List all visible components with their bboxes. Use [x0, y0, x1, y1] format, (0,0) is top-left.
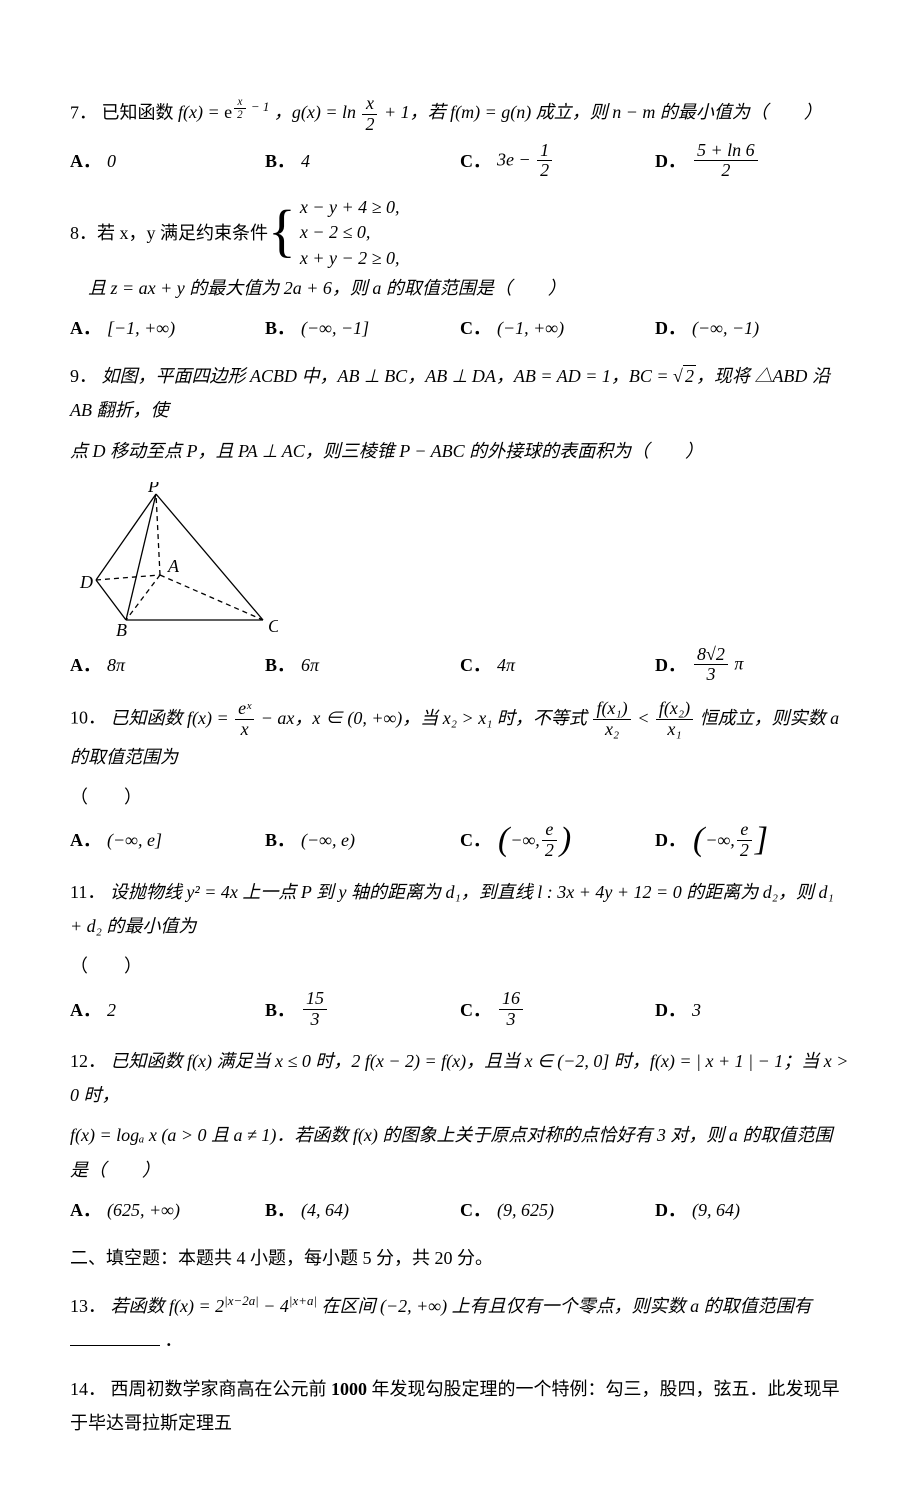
- q14-text: 西周初数学家商高在公元前 1000 年发现勾股定理的一个特例：勾三，股四，弦五．…: [70, 1379, 840, 1433]
- q9-text2: 点 D 移动至点 P，且 PA ⊥ AC，则三棱锥 P − ABC 的外接球的表…: [70, 434, 850, 468]
- q12-options: A．(625, +∞) B．(4, 64) C．(9, 625) D．(9, 6…: [70, 1193, 850, 1227]
- question-14: 14． 西周初数学家商高在公元前 1000 年发现勾股定理的一个特例：勾三，股四…: [70, 1372, 850, 1440]
- q13-blank[interactable]: [70, 1327, 160, 1346]
- q10-options: A．(−∞, e] B．(−∞, e) C． (−∞, e2) D． (−∞, …: [70, 820, 850, 861]
- svg-text:B: B: [116, 620, 127, 637]
- q9-options: A．8π B．6π C．4π D．8√23 π: [70, 645, 850, 686]
- q11-num: 11．: [70, 882, 105, 902]
- question-7: 7． 已知函数 f(x) = ex2 − 1 ，g(x) = ln x2 + 1…: [70, 94, 850, 181]
- question-13: 13． 若函数 f(x) = 2|x−2a| − 4|x+a| 在区间 (−2,…: [70, 1289, 850, 1357]
- q13-text: 若函数 f(x) = 2|x−2a| − 4|x+a| 在区间 (−2, +∞)…: [111, 1296, 812, 1316]
- q9-opt-a[interactable]: A．8π: [70, 645, 265, 686]
- q9-figure: D B A C P: [78, 482, 850, 637]
- exam-page: 7． 已知函数 f(x) = ex2 − 1 ，g(x) = ln x2 + 1…: [0, 0, 920, 1488]
- q13-tail: ．: [165, 1330, 183, 1350]
- q12-opt-d[interactable]: D．(9, 64): [655, 1193, 850, 1227]
- q7-gx: ，g(x) = ln x2 + 1，若 f(m) = g(n) 成立，则 n −…: [274, 102, 822, 122]
- q8-text-b: 且 z = ax + y 的最大值为 2a + 6，则 a 的取值范围是（ ）: [70, 271, 566, 305]
- svg-text:A: A: [167, 556, 180, 576]
- q7-num: 7．: [70, 102, 97, 122]
- q12-line2: f(x) = logₐ x (a > 0 且 a ≠ 1)．若函数 f(x) 的…: [70, 1118, 850, 1186]
- q10-opt-a[interactable]: A．(−∞, e]: [70, 820, 265, 861]
- q12-opt-c[interactable]: C．(9, 625): [460, 1193, 655, 1227]
- section-2-header: 二、填空题：本题共 4 小题，每小题 5 分，共 20 分。: [70, 1241, 850, 1275]
- q12-opt-b[interactable]: B．(4, 64): [265, 1193, 460, 1227]
- question-8: 8． 若 x，y 满足约束条件 { x − y + 4 ≥ 0, x − 2 ≤…: [70, 195, 850, 345]
- q8-opt-c[interactable]: C．(−1, +∞): [460, 311, 655, 345]
- q12-num: 12．: [70, 1051, 106, 1071]
- svg-text:D: D: [79, 572, 93, 592]
- q7-options: A．0 B．4 C．3e − 12 D．5 + ln 62: [70, 141, 850, 182]
- tetrahedron-diagram: D B A C P: [78, 482, 278, 637]
- q11-opt-d[interactable]: D．3: [655, 989, 850, 1030]
- q11-opt-a[interactable]: A．2: [70, 989, 265, 1030]
- question-9: 9． 如图，平面四边形 ACBD 中，AB ⊥ BC，AB ⊥ DA，AB = …: [70, 359, 850, 685]
- q9-opt-c[interactable]: C．4π: [460, 645, 655, 686]
- q8-opt-d[interactable]: D．(−∞, −1): [655, 311, 850, 345]
- q10-text: 已知函数 f(x) = eˣx − ax，x ∈ (0, +∞)，当 x₂ > …: [70, 708, 839, 767]
- q13-num: 13．: [70, 1296, 106, 1316]
- q9-opt-d[interactable]: D．8√23 π: [655, 645, 850, 686]
- q9-opt-b[interactable]: B．6π: [265, 645, 460, 686]
- q8-constraints: { x − y + 4 ≥ 0, x − 2 ≤ 0, x + y − 2 ≥ …: [268, 195, 400, 271]
- q12-opt-a[interactable]: A．(625, +∞): [70, 1193, 265, 1227]
- q11-options: A．2 B．153 C．163 D．3: [70, 989, 850, 1030]
- question-12: 12． 已知函数 f(x) 满足当 x ≤ 0 时，2 f(x − 2) = f…: [70, 1044, 850, 1227]
- q14-num: 14．: [70, 1379, 106, 1399]
- q7-fx: f(x) = ex2 − 1: [178, 102, 274, 122]
- q8-text-a: 若 x，y 满足约束条件: [97, 216, 268, 250]
- question-11: 11． 设抛物线 y² = 4x 上一点 P 到 y 轴的距离为 d₁，到直线 …: [70, 875, 850, 1030]
- q7-opt-b[interactable]: B．4: [265, 141, 460, 182]
- q10-opt-b[interactable]: B．(−∞, e): [265, 820, 460, 861]
- q7-opt-d[interactable]: D．5 + ln 62: [655, 141, 850, 182]
- q7-opt-c[interactable]: C．3e − 12: [460, 141, 655, 182]
- q9-num: 9．: [70, 366, 97, 386]
- q8-options: A．[−1, +∞) B．(−∞, −1] C．(−1, +∞) D．(−∞, …: [70, 311, 850, 345]
- q10-opt-d[interactable]: D． (−∞, e2]: [655, 820, 850, 861]
- q7-text-a: 已知函数: [102, 102, 179, 122]
- q11-opt-b[interactable]: B．153: [265, 989, 460, 1030]
- question-10: 10． 已知函数 f(x) = eˣx − ax，x ∈ (0, +∞)，当 x…: [70, 699, 850, 861]
- q9-text: 如图，平面四边形 ACBD 中，AB ⊥ BC，AB ⊥ DA，AB = AD …: [70, 365, 830, 420]
- q11-tail: （ ）: [70, 949, 850, 983]
- q10-tail: （ ）: [70, 780, 850, 814]
- q11-text: 设抛物线 y² = 4x 上一点 P 到 y 轴的距离为 d₁，到直线 l : …: [70, 882, 834, 936]
- q8-num: 8．: [70, 216, 97, 250]
- q11-opt-c[interactable]: C．163: [460, 989, 655, 1030]
- q7-opt-a[interactable]: A．0: [70, 141, 265, 182]
- q10-num: 10．: [70, 708, 106, 728]
- q8-opt-b[interactable]: B．(−∞, −1]: [265, 311, 460, 345]
- q10-opt-c[interactable]: C． (−∞, e2): [460, 820, 655, 861]
- q12-line1: 已知函数 f(x) 满足当 x ≤ 0 时，2 f(x − 2) = f(x)，…: [70, 1051, 848, 1105]
- svg-text:C: C: [268, 616, 278, 636]
- svg-text:P: P: [147, 482, 159, 496]
- q8-opt-a[interactable]: A．[−1, +∞): [70, 311, 265, 345]
